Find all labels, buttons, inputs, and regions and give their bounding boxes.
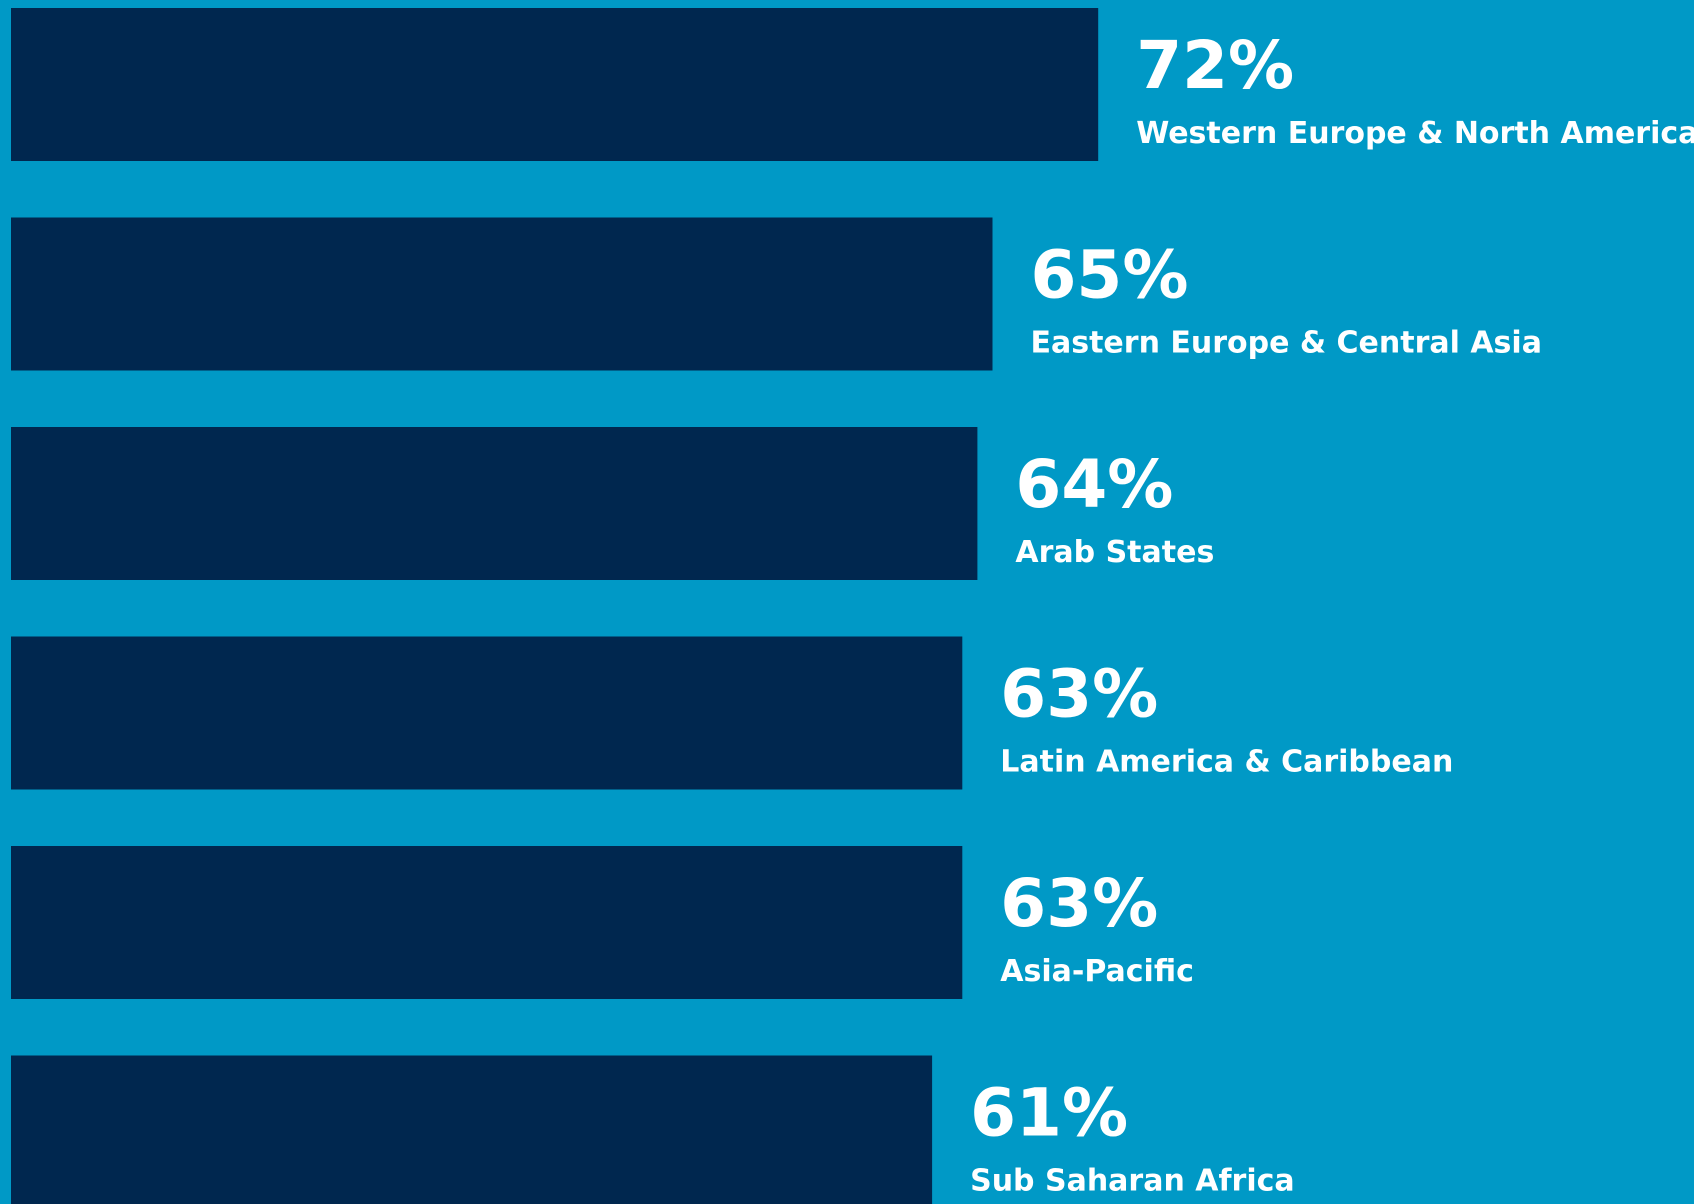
- value-label: 72%: [1136, 27, 1294, 104]
- bar: [11, 8, 1099, 161]
- bar: [11, 217, 993, 371]
- category-label: Asia-Pacific: [1000, 954, 1194, 989]
- value-label: 64%: [1015, 446, 1173, 523]
- bar: [11, 427, 978, 580]
- category-label: Arab States: [1015, 535, 1214, 570]
- bar: [11, 846, 963, 999]
- category-label: Western Europe & North America: [1136, 116, 1694, 151]
- value-label: 63%: [1000, 865, 1158, 942]
- bar: [11, 1055, 933, 1204]
- value-label: 61%: [970, 1075, 1128, 1152]
- category-label: Sub Saharan Africa: [970, 1164, 1295, 1199]
- category-label: Latin America & Caribbean: [1000, 745, 1453, 780]
- value-label: 63%: [1000, 656, 1158, 733]
- category-label: Eastern Europe & Central Asia: [1031, 326, 1542, 361]
- value-label: 65%: [1031, 237, 1189, 314]
- bar: [11, 636, 963, 790]
